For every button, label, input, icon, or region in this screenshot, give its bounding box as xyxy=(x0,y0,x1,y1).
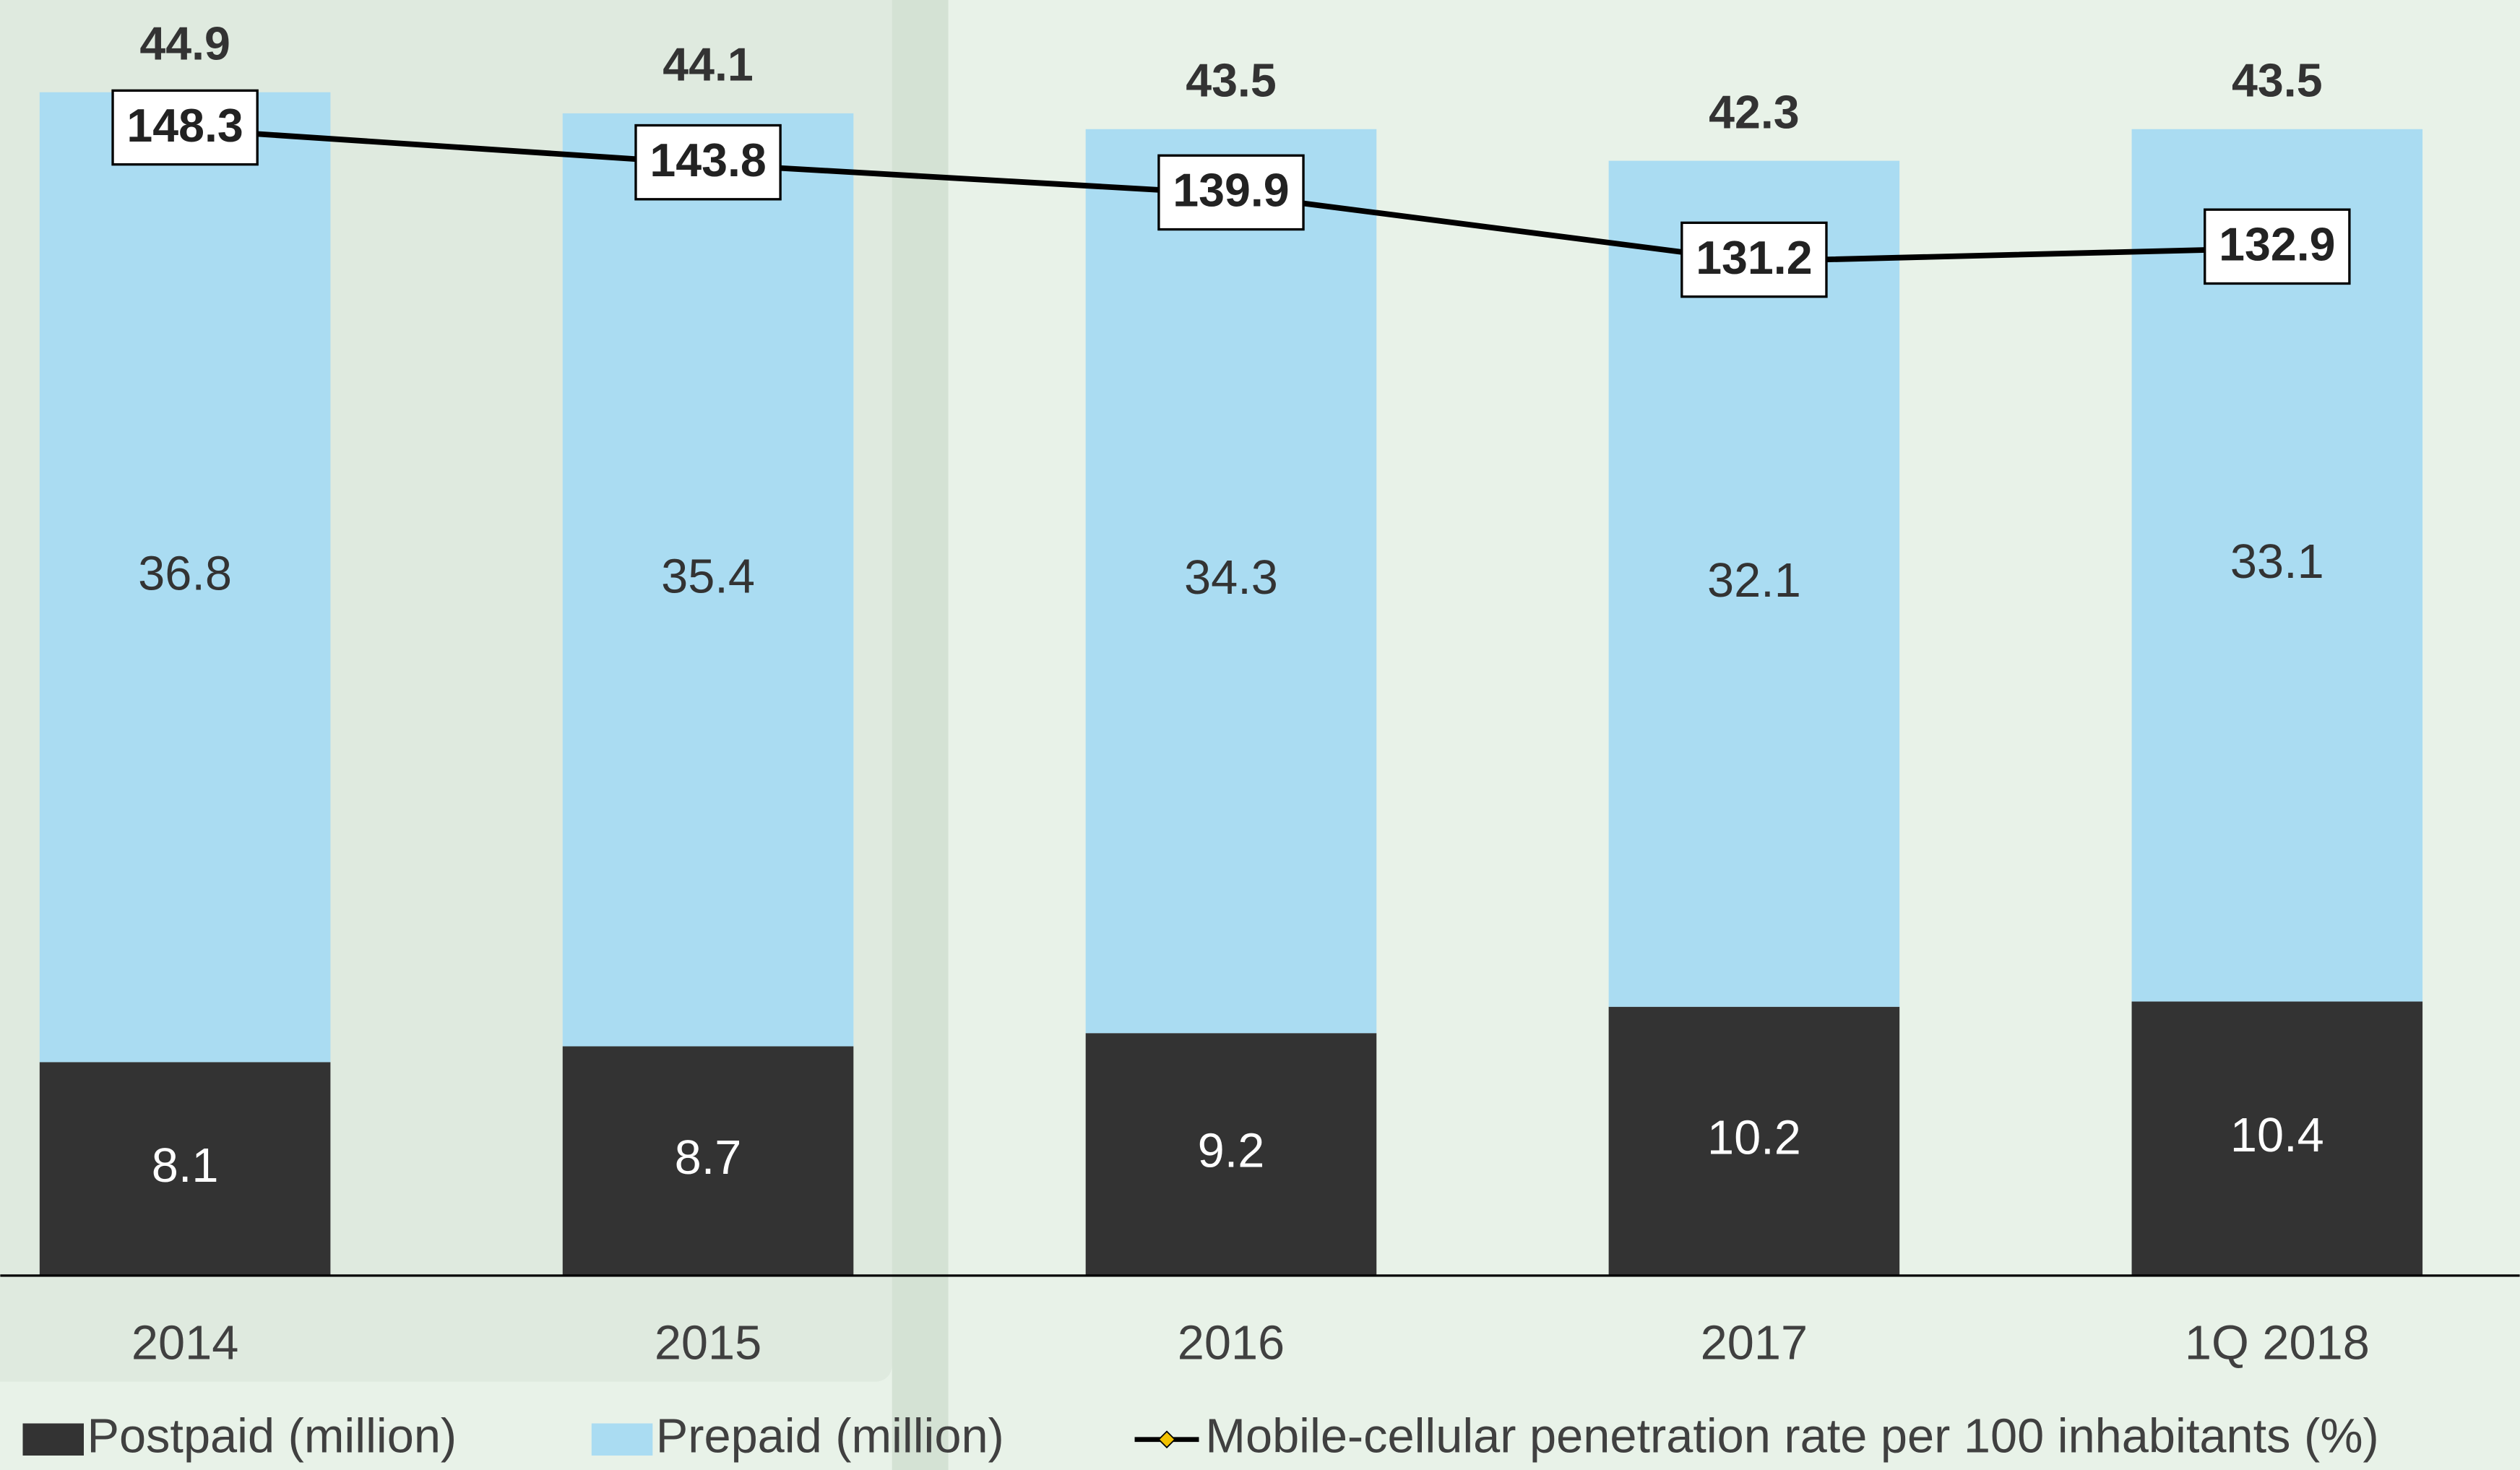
panel-divider xyxy=(892,0,949,1470)
line-value-label: 131.2 xyxy=(1696,232,1812,284)
line-label-box xyxy=(634,124,782,201)
value-label: 10.4 xyxy=(2230,1109,2324,1162)
bar-segment xyxy=(1608,160,1900,1007)
line-value-label: 139.9 xyxy=(1173,165,1289,217)
legend-swatch xyxy=(591,1423,653,1456)
bar-segment xyxy=(39,1062,331,1276)
value-label: 35.4 xyxy=(661,550,755,603)
value-label: 8.7 xyxy=(675,1131,742,1185)
bar-segment xyxy=(39,92,331,1063)
bar-segment xyxy=(562,113,854,1047)
line-value-label: 132.9 xyxy=(2219,219,2335,271)
value-label: 9.2 xyxy=(1198,1125,1265,1178)
line-label-box xyxy=(2204,208,2351,285)
value-label: 10.2 xyxy=(1707,1111,1801,1164)
value-label: 34.3 xyxy=(1184,551,1278,605)
line-value-label: 143.8 xyxy=(650,134,766,186)
line-label-box xyxy=(111,89,259,166)
bar-segment xyxy=(2131,1001,2423,1276)
line-label-box xyxy=(1157,154,1305,231)
x-tick-label: 1Q 2018 xyxy=(2185,1316,2370,1370)
line-label-box xyxy=(1680,221,1828,298)
legend-label: Mobile-cellular penetration rate per 100… xyxy=(1205,1409,2378,1463)
value-label: 36.8 xyxy=(138,548,232,601)
x-tick-label: 2016 xyxy=(1178,1316,1285,1370)
x-tick-label: 2017 xyxy=(1701,1316,1808,1370)
legend-label: Postpaid (million) xyxy=(87,1409,457,1463)
total-label: 44.1 xyxy=(663,39,754,91)
x-tick-label: 2014 xyxy=(131,1316,238,1370)
legend-swatch xyxy=(22,1423,84,1456)
line-value-label: 148.3 xyxy=(126,100,243,152)
total-label: 43.5 xyxy=(1186,55,1277,107)
value-label: 32.1 xyxy=(1707,554,1801,608)
legend-marker xyxy=(1157,1430,1176,1449)
total-label: 44.9 xyxy=(139,17,230,69)
bar-segment xyxy=(562,1046,854,1276)
total-label: 43.5 xyxy=(2232,55,2323,107)
value-label: 33.1 xyxy=(2230,535,2324,589)
bar-segment xyxy=(1085,129,1377,1034)
value-label: 8.1 xyxy=(152,1139,219,1193)
x-tick-label: 2015 xyxy=(655,1316,761,1370)
bar-segment xyxy=(1608,1006,1900,1276)
total-label: 42.3 xyxy=(1709,86,1800,138)
legend-label: Prepaid (million) xyxy=(656,1409,1004,1463)
bar-segment xyxy=(1085,1033,1377,1276)
